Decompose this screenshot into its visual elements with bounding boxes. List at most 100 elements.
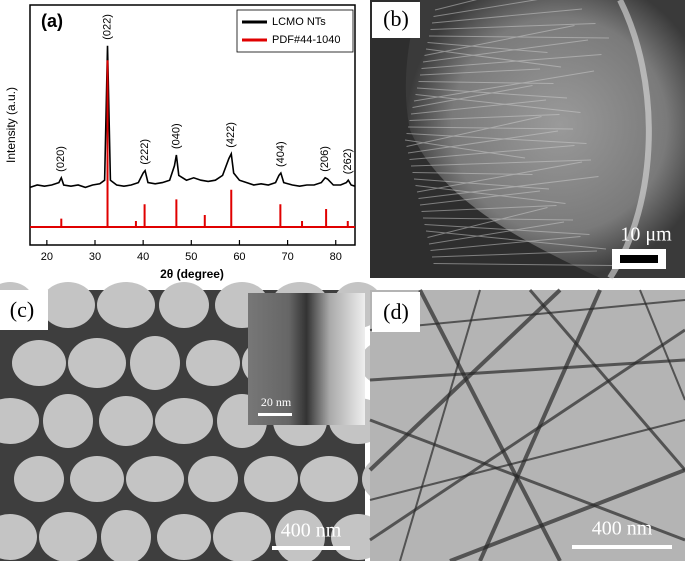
legend-box bbox=[236, 9, 354, 53]
fiber bbox=[428, 221, 565, 245]
hole bbox=[43, 394, 93, 448]
scale-label: 400 nm bbox=[281, 520, 342, 542]
fiber bbox=[431, 8, 583, 24]
nanotube bbox=[399, 289, 481, 562]
nanotube bbox=[369, 328, 685, 542]
fiber bbox=[424, 25, 575, 56]
hole bbox=[275, 510, 325, 564]
legend-label: PDF#44-1040 bbox=[272, 34, 341, 46]
nanotube bbox=[418, 289, 562, 562]
hole bbox=[130, 336, 180, 390]
fiber bbox=[431, 250, 598, 258]
legend-label: LCMO NTs bbox=[272, 16, 326, 28]
hole bbox=[97, 282, 155, 328]
peak-label: (206) bbox=[319, 146, 331, 172]
hole bbox=[0, 398, 39, 444]
hole bbox=[39, 512, 97, 562]
hole bbox=[213, 512, 271, 562]
panel-b: (b) 10 μm bbox=[370, 0, 685, 280]
hole bbox=[0, 514, 37, 560]
fiber bbox=[410, 159, 592, 167]
fiber bbox=[413, 178, 550, 190]
label-box bbox=[372, 2, 420, 38]
y-axis-label: Intensity (a.u.) bbox=[4, 87, 18, 163]
nanotube bbox=[368, 288, 562, 472]
inset-scale-label: 20 nm bbox=[261, 395, 292, 409]
x-tick-label: 30 bbox=[89, 251, 101, 263]
fiber bbox=[404, 139, 526, 159]
hole bbox=[70, 456, 124, 502]
peak-label: (022) bbox=[101, 14, 113, 40]
fiber bbox=[416, 161, 583, 193]
nanotube-bundle bbox=[405, 0, 685, 278]
fiber bbox=[407, 130, 559, 154]
peak-label: (262) bbox=[342, 149, 354, 175]
fiber bbox=[434, 0, 478, 11]
hole bbox=[14, 456, 64, 502]
fiber bbox=[412, 85, 533, 108]
fiber bbox=[406, 133, 587, 144]
fiber bbox=[419, 68, 541, 76]
fiber bbox=[422, 217, 574, 221]
scale-label: 400 nm bbox=[592, 518, 653, 540]
fiber bbox=[422, 39, 589, 63]
fiber bbox=[430, 23, 596, 30]
fiber bbox=[409, 114, 560, 121]
fiber bbox=[433, 0, 538, 17]
label-box bbox=[372, 292, 420, 332]
peak-label: (404) bbox=[275, 141, 287, 167]
fiber bbox=[419, 190, 541, 206]
x-tick-label: 20 bbox=[41, 251, 53, 263]
fiber bbox=[427, 42, 548, 53]
scale-label: 10 μm bbox=[620, 224, 672, 246]
fiber bbox=[409, 145, 575, 160]
scale-bar bbox=[272, 546, 350, 550]
peak-label: (422) bbox=[225, 122, 237, 148]
nanotube bbox=[449, 468, 685, 563]
nanotube bbox=[369, 419, 685, 501]
panel-c: (c) 20 nm 400 nm bbox=[0, 282, 414, 564]
peak-label: (020) bbox=[55, 146, 67, 172]
fiber bbox=[415, 185, 566, 204]
scale-bar bbox=[620, 255, 658, 263]
panel-label: (a) bbox=[41, 11, 63, 31]
edge bbox=[607, 0, 652, 280]
nanotube bbox=[369, 418, 685, 542]
hole bbox=[300, 456, 358, 502]
plot-frame bbox=[29, 4, 356, 246]
fiber bbox=[427, 207, 548, 238]
fiber bbox=[413, 70, 595, 102]
hole bbox=[101, 510, 151, 564]
fiber bbox=[418, 176, 599, 199]
x-tick-label: 80 bbox=[330, 251, 342, 263]
hole bbox=[12, 340, 66, 386]
scale-bar bbox=[572, 545, 672, 549]
data-line bbox=[29, 45, 356, 189]
x-axis-label: 2θ (degree) bbox=[160, 267, 224, 281]
x-tick-label: 60 bbox=[233, 251, 245, 263]
tem-image bbox=[370, 290, 685, 561]
panel-label: (c) bbox=[10, 297, 34, 322]
hole bbox=[126, 456, 184, 502]
peak-label: (040) bbox=[170, 123, 182, 149]
x-tick-label: 40 bbox=[137, 251, 149, 263]
x-tick-label: 50 bbox=[185, 251, 197, 263]
fiber bbox=[430, 236, 581, 251]
fiber bbox=[415, 94, 581, 113]
fiber bbox=[406, 116, 542, 147]
hole bbox=[188, 456, 238, 502]
inset-image bbox=[248, 293, 365, 425]
peak-label: (222) bbox=[139, 139, 151, 165]
fiber bbox=[421, 205, 557, 212]
panel-label: (d) bbox=[383, 299, 409, 324]
hole bbox=[155, 398, 213, 444]
fiber bbox=[433, 263, 614, 266]
hole bbox=[159, 282, 209, 328]
panel-a: (a) 2θ (degree) Intensity (a.u.) 20 30 40 5… bbox=[4, 4, 356, 281]
scale-bar bbox=[258, 413, 292, 416]
fiber bbox=[424, 224, 590, 235]
hole bbox=[68, 338, 126, 388]
hole bbox=[244, 456, 298, 502]
fiber bbox=[425, 48, 562, 68]
